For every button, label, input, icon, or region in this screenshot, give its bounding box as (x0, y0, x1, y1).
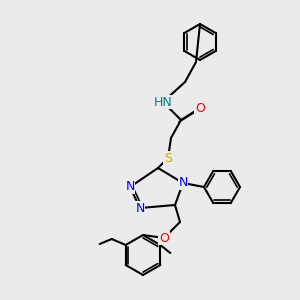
Text: O: O (195, 101, 205, 115)
Text: S: S (164, 152, 172, 164)
Text: O: O (159, 232, 169, 244)
Text: N: N (178, 176, 188, 190)
Text: N: N (135, 202, 145, 214)
Text: N: N (125, 181, 135, 194)
Text: HN: HN (154, 95, 172, 109)
